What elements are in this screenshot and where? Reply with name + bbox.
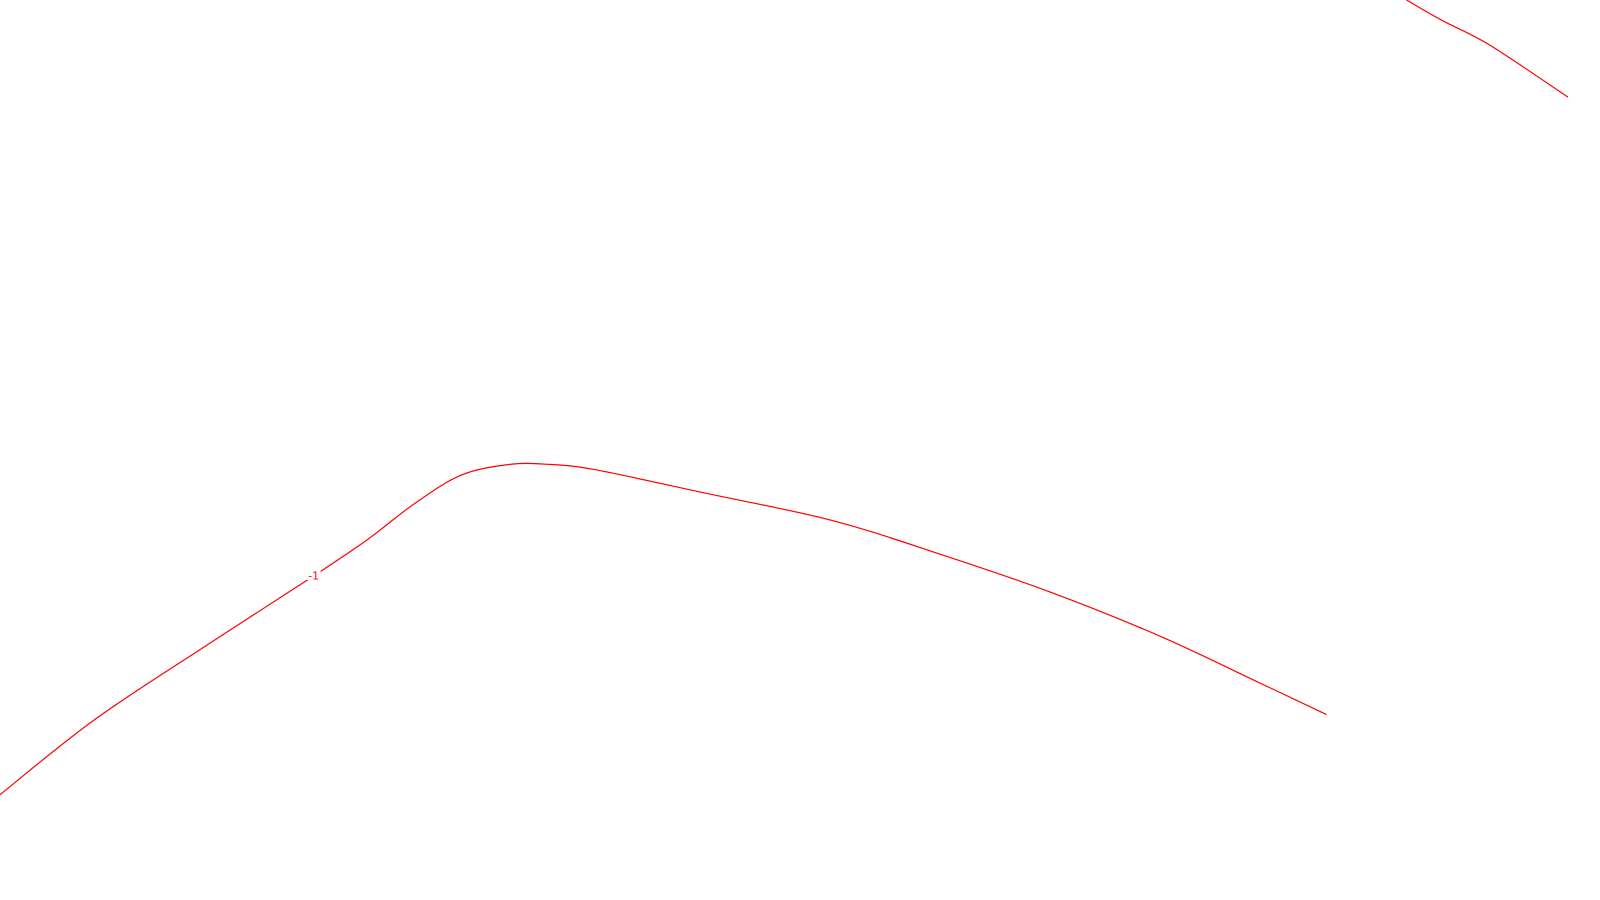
contour-line-1 <box>0 462 1327 796</box>
contour-label-1: -1 <box>308 570 319 583</box>
contour-layer: -1 <box>0 0 1569 796</box>
contour-line-2 <box>1406 0 1569 98</box>
contour-label-gap-1 <box>306 570 321 580</box>
